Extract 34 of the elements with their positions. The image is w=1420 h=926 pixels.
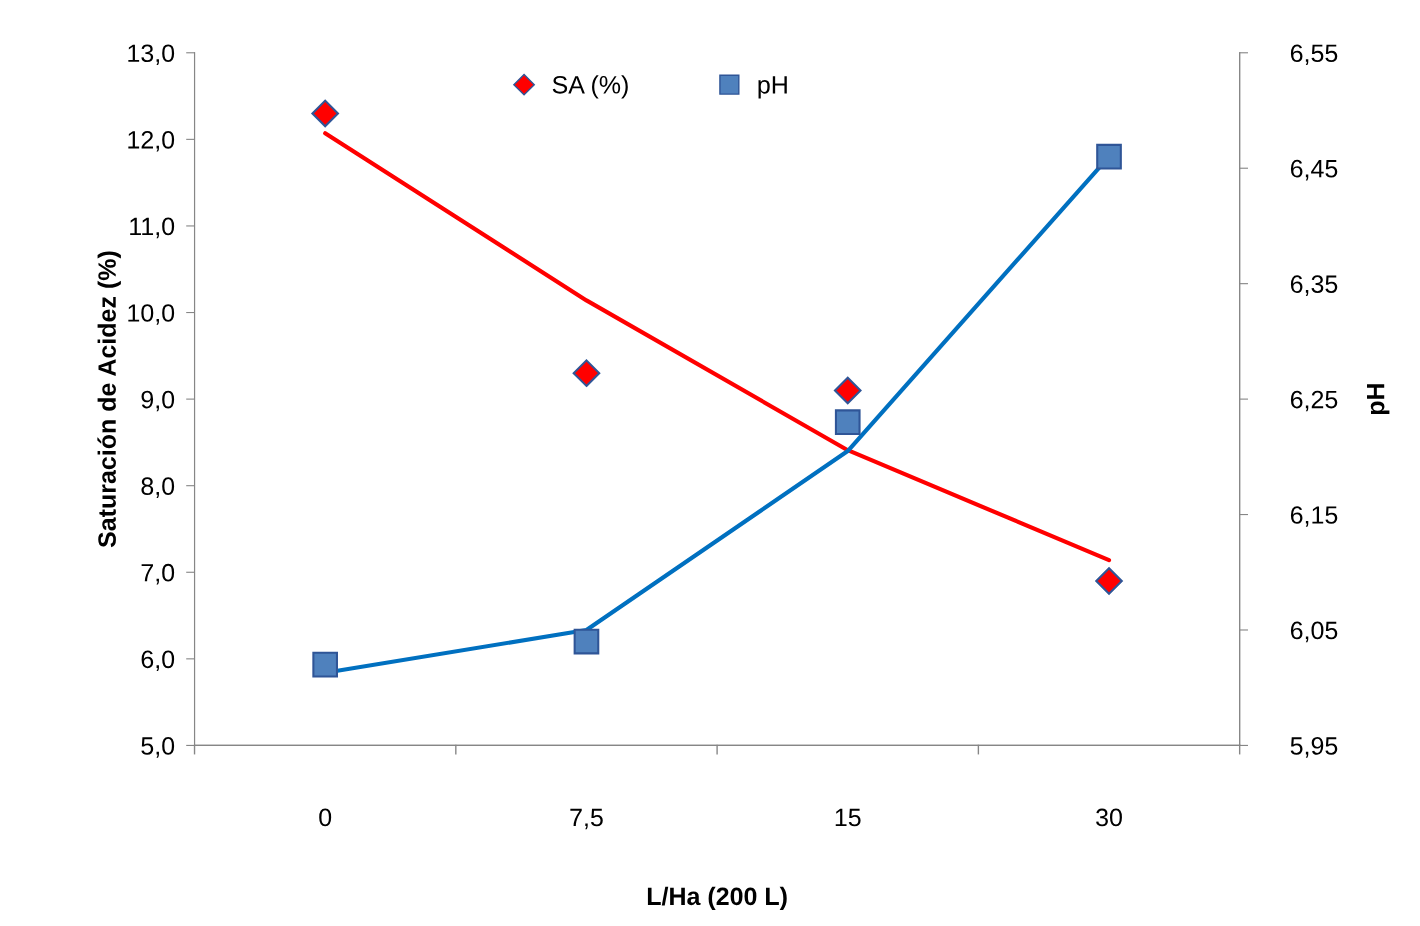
point [311, 99, 339, 128]
line-series [323, 131, 1112, 563]
x-tick-label: 0 [319, 808, 332, 827]
y-tick-label: 5,0 [141, 737, 175, 758]
point [1096, 143, 1122, 170]
y-tick-label: 11,0 [130, 217, 175, 239]
y2-tick-label: 6,45 [1290, 159, 1338, 181]
x-axis-title: L/Ha (200 L) [647, 886, 787, 911]
y2-tick-label: 6,55 [1290, 44, 1338, 66]
y2-tick-label: 5,95 [1290, 737, 1338, 758]
y2-tick-label: 6,35 [1290, 275, 1338, 296]
legend-label: pH [758, 76, 787, 99]
legend-label: SA (%) [552, 75, 628, 99]
y2-tick-label: 6,25 [1290, 390, 1338, 412]
x-tick-label: 30 [1096, 808, 1122, 827]
y-tick-label: 13,0 [128, 44, 175, 66]
point [833, 376, 862, 405]
y-tick-label: 9,0 [141, 390, 175, 412]
y-tick-label: 6,0 [141, 650, 175, 672]
y-axis-title: Saturación de Acidez (%) [97, 251, 121, 548]
y-tick-label: 8,0 [141, 477, 175, 498]
x-tick-label: 15 [835, 808, 861, 827]
y2-axis-title: pH [1367, 384, 1390, 415]
y-tick-label: 12,0 [128, 130, 175, 152]
y2-tick-label: 6,05 [1290, 621, 1338, 643]
point [572, 359, 601, 387]
point [573, 628, 600, 655]
point [312, 651, 339, 678]
y2-tick-label: 6,15 [1290, 506, 1338, 527]
point [1095, 567, 1123, 595]
y-tick-label: 7,0 [141, 563, 175, 585]
point [834, 409, 861, 436]
y-tick-label: 10,0 [128, 304, 175, 325]
x-tick-label: 7,5 [570, 808, 603, 830]
